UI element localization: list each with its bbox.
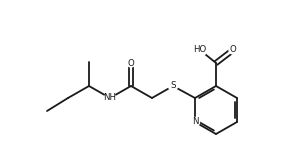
- Text: N: N: [192, 117, 198, 126]
- Circle shape: [105, 93, 115, 104]
- Text: S: S: [170, 81, 176, 90]
- Circle shape: [127, 59, 135, 67]
- Circle shape: [194, 43, 206, 57]
- Circle shape: [229, 46, 237, 54]
- Text: NH: NH: [103, 93, 117, 102]
- Text: HO: HO: [193, 45, 206, 55]
- Circle shape: [168, 81, 177, 90]
- Text: O: O: [230, 45, 236, 55]
- Text: O: O: [128, 59, 134, 67]
- Circle shape: [190, 117, 200, 126]
